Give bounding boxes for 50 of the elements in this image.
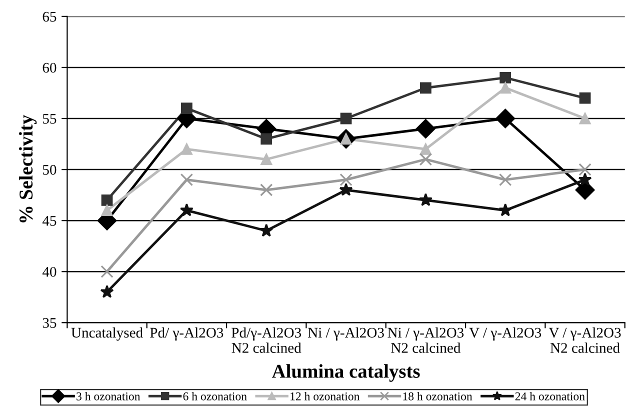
point [416, 119, 436, 138]
point [181, 143, 192, 155]
point [260, 154, 272, 166]
point [101, 204, 113, 216]
point [260, 184, 273, 196]
legend-label: 18 h ozonation [403, 392, 472, 400]
point [500, 82, 512, 94]
y-tick-label: 65 [42, 12, 56, 22]
y-tick-label: 50 [43, 164, 56, 175]
point [579, 112, 591, 124]
x-tick-label: Pd/ γ-Al2O3 [150, 327, 224, 341]
legend-label: 6 h ozonation [183, 392, 247, 400]
point [100, 284, 114, 298]
x-tick-label: Ni / γ-Al2O3 [308, 327, 384, 341]
point [418, 193, 432, 206]
point [578, 163, 592, 176]
point [180, 173, 194, 186]
point [181, 102, 192, 114]
point [420, 82, 432, 94]
y-tick-label: 55 [43, 114, 56, 124]
point [578, 172, 592, 186]
y-axis-title: % Selectivity [18, 114, 37, 222]
point [340, 173, 352, 186]
point [498, 203, 512, 216]
point [101, 194, 113, 206]
point [260, 133, 272, 145]
point [420, 143, 432, 155]
point [180, 203, 194, 216]
y-tick-label: 60 [42, 62, 56, 73]
x-tick-label: Uncatalysed [71, 327, 143, 341]
point [260, 224, 274, 237]
x-tick-label: V / γ-Al2O3 N2 calcined [548, 327, 621, 353]
point [500, 72, 512, 84]
y-tick-label: 45 [42, 216, 56, 226]
point [100, 265, 114, 278]
x-axis-title: Alumina catalysts [272, 364, 420, 382]
point [339, 182, 353, 196]
point [419, 152, 432, 166]
x-tick-label: V / γ-Al2O3 [469, 327, 542, 341]
point [579, 92, 591, 104]
y-tick-label: 40 [42, 266, 56, 277]
y-tick-label: 35 [42, 318, 56, 328]
point [498, 173, 512, 186]
legend-label: 3 h ozonation [76, 392, 140, 400]
point [496, 108, 516, 128]
x-tick-label: Ni / γ-Al2O3 N2 calcined [388, 327, 464, 353]
point [340, 112, 352, 124]
legend-label: 24 h ozonation [515, 392, 585, 400]
legend-label: 12 h ozonation [290, 392, 360, 400]
x-tick-label: Pd/γ-Al2O3 N2 calcined [232, 327, 302, 353]
